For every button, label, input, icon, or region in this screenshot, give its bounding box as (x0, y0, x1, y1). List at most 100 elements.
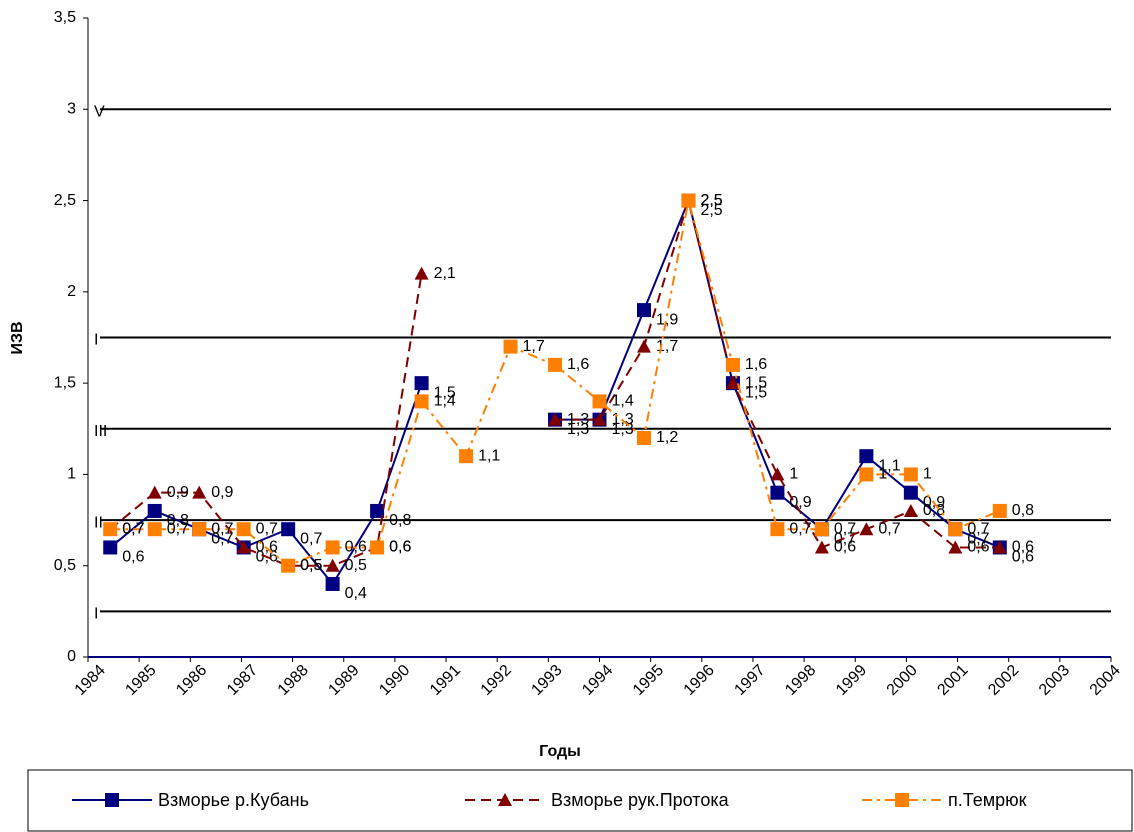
data-label: 0,7 (122, 520, 144, 537)
data-label: 0,8 (1012, 502, 1034, 519)
x-tick-label: 2002 (985, 662, 1022, 699)
marker (503, 339, 518, 354)
data-label: 0,8 (389, 512, 411, 529)
x-tick-label: 1985 (122, 662, 159, 699)
marker (859, 449, 874, 464)
data-label: 1 (923, 466, 932, 483)
x-tick-label: 1986 (173, 662, 210, 699)
data-label: 0,7 (967, 520, 989, 537)
x-tick-label: 1984 (72, 662, 109, 699)
threshold-label: I (94, 606, 98, 623)
x-tick-label: 1996 (681, 662, 718, 699)
marker (636, 430, 651, 445)
marker (192, 522, 207, 537)
legend-label: Взморье рук.Протока (551, 790, 730, 810)
data-label: 0,7 (967, 530, 989, 547)
x-tick-label: 1992 (478, 662, 515, 699)
marker (147, 522, 162, 537)
marker (948, 540, 963, 554)
data-label: 1,7 (523, 338, 545, 355)
marker (859, 467, 874, 482)
data-label: 1,4 (612, 393, 634, 410)
data-label: 0,6 (345, 539, 367, 556)
data-label: 0,6 (834, 539, 856, 556)
marker (725, 376, 740, 390)
data-label: 0,7 (834, 520, 856, 537)
legend-box (27, 769, 1133, 832)
threshold-label: I (94, 332, 98, 349)
data-label: 1,1 (478, 447, 500, 464)
threshold-label: II (94, 514, 103, 531)
series-line (109, 196, 1000, 567)
marker (592, 394, 607, 409)
data-label: 1,5 (745, 384, 767, 401)
y-tick-label: 0,5 (54, 557, 76, 574)
data-label: 1,6 (567, 356, 589, 373)
x-tick-label: 1991 (427, 662, 464, 699)
marker (992, 503, 1007, 518)
x-tick-label: 2001 (934, 662, 971, 699)
marker (370, 503, 385, 518)
legend-label: п.Темрюк (948, 790, 1027, 810)
marker (636, 339, 651, 353)
x-tick-label: 2000 (884, 662, 921, 699)
legend-label: Взморье р.Кубань (158, 790, 309, 810)
marker (281, 522, 296, 537)
marker (548, 412, 563, 426)
y-tick-label: 1,5 (54, 374, 76, 391)
data-label: 0,6 (122, 549, 144, 566)
marker (147, 485, 162, 499)
data-label: 0,6 (1012, 549, 1034, 566)
marker (325, 558, 340, 572)
marker (105, 793, 119, 807)
y-axis-title: ИЗВ (9, 321, 26, 354)
x-tick-label: 1987 (224, 662, 261, 699)
data-label: 1,5 (745, 374, 767, 391)
marker (895, 793, 909, 807)
x-tick-label: 2003 (1036, 662, 1073, 699)
marker (992, 540, 1007, 554)
marker (592, 412, 607, 426)
y-tick-label: 2,5 (54, 192, 76, 209)
x-tick-label: 2004 (1087, 662, 1124, 699)
data-label: 0,6 (389, 539, 411, 556)
y-tick-label: 0 (67, 648, 76, 665)
marker (725, 357, 740, 372)
marker (325, 576, 340, 591)
data-label: 1 (878, 466, 887, 483)
marker (636, 303, 651, 318)
x-tick-label: 1999 (833, 662, 870, 699)
data-label: 0,6 (389, 539, 411, 556)
marker (814, 540, 829, 554)
y-tick-label: 3 (67, 101, 76, 118)
data-label: 0,7 (878, 520, 900, 537)
data-label: 2,1 (434, 265, 456, 282)
data-label: 0,7 (211, 530, 233, 547)
data-label: 1,1 (878, 457, 900, 474)
marker (370, 540, 385, 555)
data-label: 1,4 (434, 393, 456, 410)
x-tick-label: 1989 (325, 662, 362, 699)
data-label: 1,5 (434, 384, 456, 401)
marker (459, 449, 474, 464)
data-label: 1,7 (656, 338, 678, 355)
marker (325, 540, 340, 555)
y-tick-label: 2 (67, 283, 76, 300)
x-tick-label: 1998 (782, 662, 819, 699)
data-label: 1 (789, 466, 798, 483)
marker (770, 522, 785, 537)
data-label: 0,9 (167, 484, 189, 501)
marker (770, 485, 785, 500)
y-tick-label: 1 (67, 466, 76, 483)
y-tick-label: 3,5 (54, 9, 76, 26)
x-tick-label: 1997 (731, 662, 768, 699)
marker (903, 503, 918, 517)
marker (548, 357, 563, 372)
marker (859, 522, 874, 536)
data-label: 1,6 (745, 356, 767, 373)
data-label: 1,2 (656, 429, 678, 446)
data-label: 0,5 (345, 557, 367, 574)
data-label: 2,5 (700, 202, 722, 219)
data-label: 0,7 (211, 520, 233, 537)
